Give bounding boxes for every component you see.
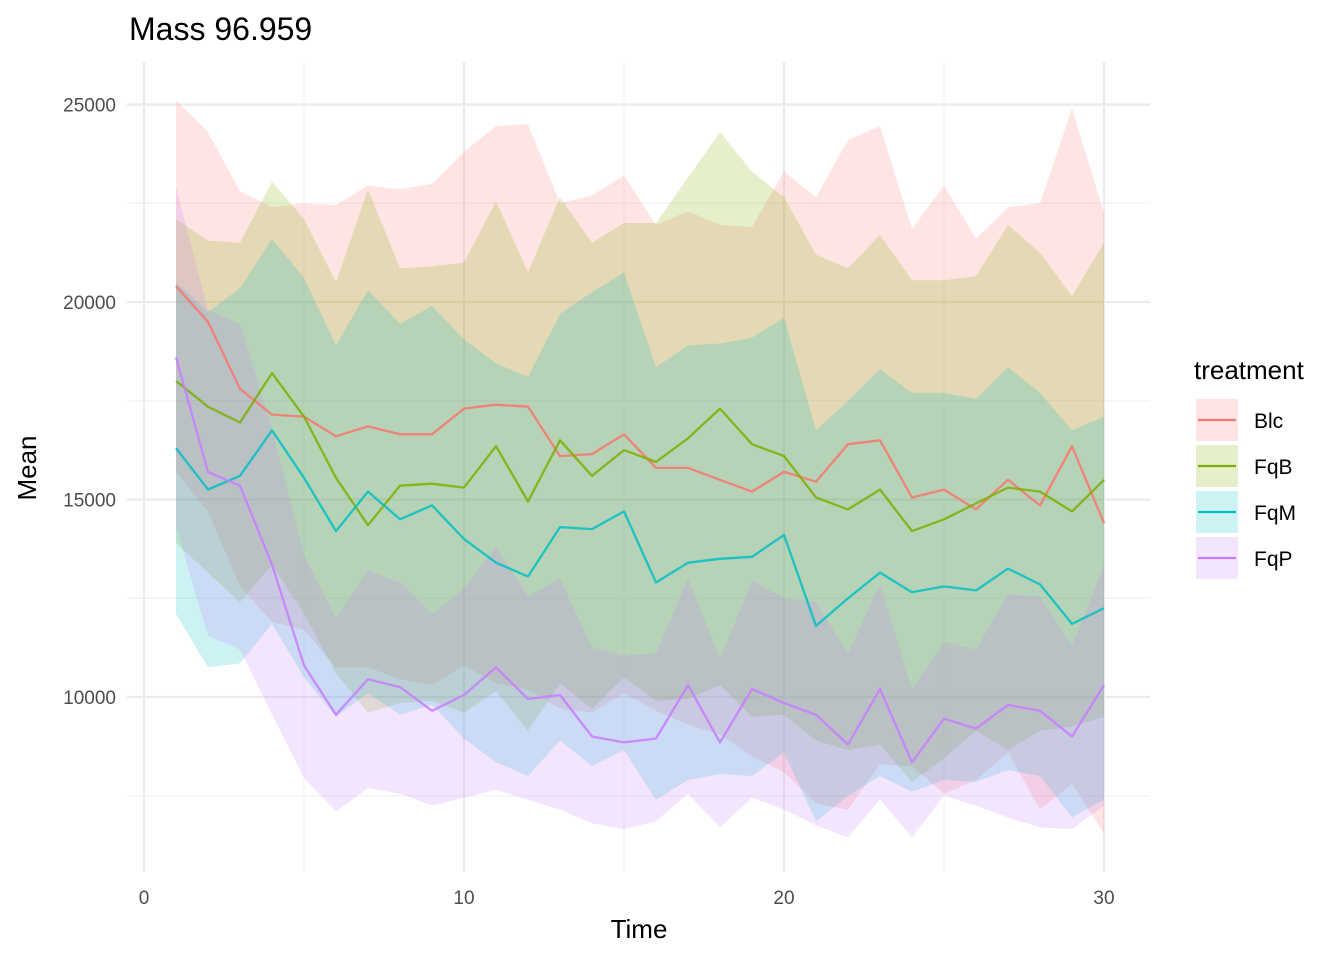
legend-label: FqB [1254, 456, 1293, 479]
grid-major [127, 62, 1150, 872]
x-tick-label: 20 [773, 888, 794, 909]
legend-title: treatment [1194, 355, 1305, 385]
legend-label: FqM [1254, 502, 1296, 525]
legend-item-fqm: FqM [1196, 491, 1296, 533]
confidence-ribbons [176, 100, 1104, 838]
line-fqb [175, 371, 1105, 533]
line-fqm [175, 429, 1105, 628]
x-axis-title: Time [611, 914, 668, 944]
y-tick-label: 15000 [63, 491, 116, 512]
ribbon-fqm [176, 238, 1104, 822]
x-tick-label: 0 [139, 888, 150, 909]
legend: treatment Blc FqB FqM FqP [1194, 355, 1305, 579]
legend-label: Blc [1254, 410, 1283, 433]
chart-title: Mass 96.959 [129, 11, 312, 47]
ribbon-fqp [176, 187, 1104, 838]
line-fqp [174, 356, 1105, 764]
y-axis-title: Mean [12, 435, 42, 500]
x-axis-ticks: 0 10 20 30 [139, 888, 1115, 909]
y-tick-label: 25000 [63, 96, 116, 117]
legend-item-blc: Blc [1196, 399, 1283, 441]
grid-minor [127, 62, 1150, 872]
legend-label: FqP [1254, 548, 1293, 571]
x-tick-label: 30 [1093, 888, 1114, 909]
ribbon-blc [176, 100, 1104, 834]
legend-item-fqp: FqP [1196, 537, 1293, 579]
y-tick-label: 20000 [63, 293, 116, 314]
legend-item-fqb: FqB [1196, 445, 1293, 487]
x-tick-label: 10 [453, 888, 474, 909]
series-lines [174, 285, 1106, 764]
y-tick-label: 10000 [63, 688, 116, 709]
y-axis-ticks: 10000 15000 20000 25000 [63, 96, 116, 710]
line-blc [175, 285, 1106, 524]
